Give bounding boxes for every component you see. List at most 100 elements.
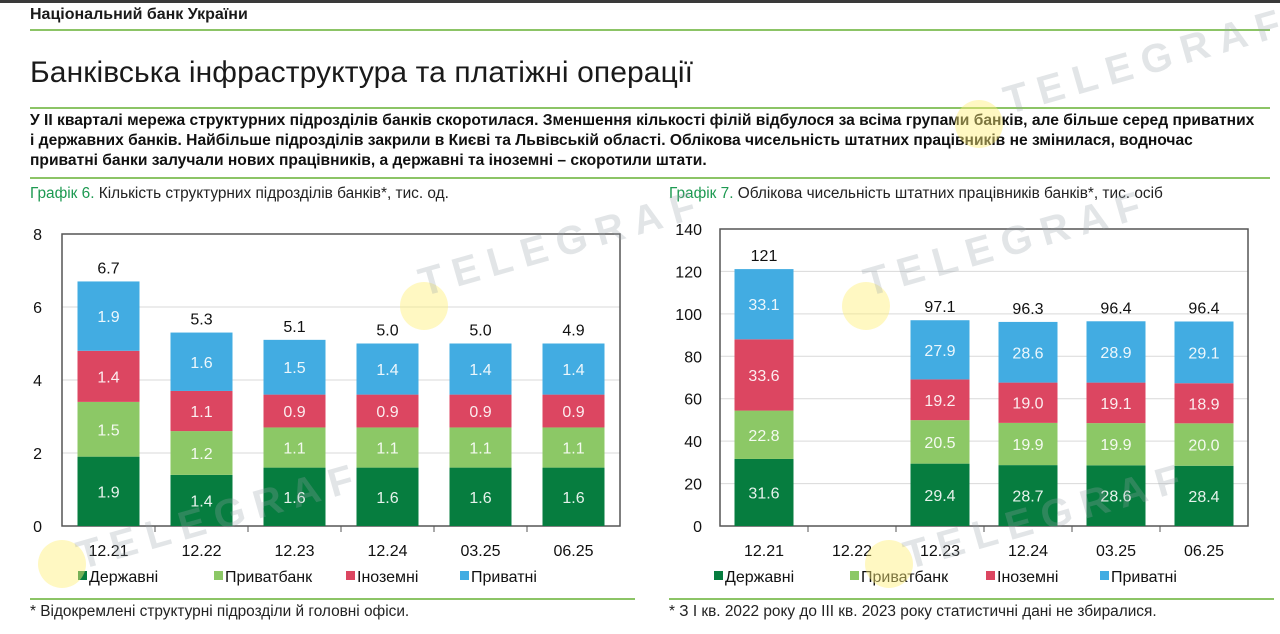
bar-segment [910, 420, 970, 464]
bar-value-label: 29.4 [924, 488, 955, 505]
legend-swatch [850, 571, 859, 580]
bar-segment [1086, 465, 1146, 526]
x-tick-label: 12.24 [367, 543, 407, 560]
bar-segment [77, 350, 140, 402]
x-tick-label: 03.25 [460, 543, 500, 560]
bar-segment [170, 390, 233, 432]
x-tick-label: 12.22 [181, 543, 221, 560]
bar-value-label: 1.1 [190, 404, 212, 421]
bar-total-label: 5.1 [283, 319, 305, 336]
y-tick-label: 100 [675, 307, 702, 324]
bar-value-label: 1.4 [562, 362, 584, 379]
legend-swatch [986, 571, 995, 580]
bar-segment [170, 332, 233, 391]
bar-total-label: 4.9 [562, 323, 584, 340]
bar-value-label: 1.1 [283, 441, 305, 458]
bar-value-label: 19.1 [1100, 396, 1131, 413]
bar-total-label: 96.4 [1188, 300, 1219, 317]
lead-paragraph: У II кварталі мережа структурних підрозд… [30, 112, 1255, 169]
bar-segment [542, 343, 605, 395]
y-tick-label: 6 [33, 300, 42, 317]
bar-value-label: 1.9 [97, 484, 119, 501]
bar-value-label: 1.6 [190, 355, 212, 372]
bar-segment [77, 281, 140, 351]
bar-segment [910, 463, 970, 526]
bar-total-label: 96.4 [1100, 300, 1131, 317]
bar-value-label: 0.9 [562, 404, 584, 421]
bar-value-label: 18.9 [1188, 396, 1219, 413]
legend-swatch [214, 571, 223, 580]
bar-segment [1174, 465, 1234, 526]
legend-label: Іноземні [997, 569, 1058, 586]
legend-label: Приватні [471, 569, 537, 586]
bar-segment [910, 320, 970, 380]
bar-value-label: 1.1 [562, 441, 584, 458]
bar-value-label: 19.9 [1012, 437, 1043, 454]
bar-segment [998, 321, 1058, 383]
bar-segment [734, 458, 794, 526]
bar-total-label: 5.3 [190, 312, 212, 329]
bar-total-label: 96.3 [1012, 301, 1043, 318]
y-tick-label: 80 [684, 349, 702, 366]
bar-segment [449, 427, 512, 468]
chart7-title: Облікова чисельність штатних працівників… [737, 185, 1163, 202]
bar-segment [170, 431, 233, 475]
x-tick-label: 06.25 [553, 543, 593, 560]
bar-value-label: 1.1 [469, 441, 491, 458]
chart6-footnote-rule [30, 598, 635, 600]
bar-value-label: 1.4 [376, 362, 398, 379]
header-rule [30, 29, 1270, 31]
bar-value-label: 1.6 [376, 490, 398, 507]
x-tick-label: 12.21 [744, 543, 784, 560]
y-tick-label: 4 [33, 373, 42, 390]
bar-segment [998, 422, 1058, 466]
x-tick-label: 12.24 [1008, 543, 1048, 560]
bar-segment [998, 382, 1058, 423]
bar-value-label: 28.9 [1100, 345, 1131, 362]
bar-value-label: 22.8 [748, 428, 779, 445]
bar-segment [1086, 423, 1146, 466]
legend-label: Приватбанк [861, 569, 949, 586]
top-border [0, 0, 1280, 3]
y-tick-label: 40 [684, 434, 702, 451]
y-tick-label: 2 [33, 446, 42, 463]
x-tick-label: 12.23 [274, 543, 314, 560]
legend-label: Державні [89, 569, 158, 586]
bar-value-label: 19.0 [1012, 396, 1043, 413]
bar-segment [542, 394, 605, 428]
chart7-caption: Графік 7. Облікова чисельність штатних п… [669, 185, 1163, 203]
chart6-svg: 0 2 4 6 8 12.21 1.9 1.5 1.4 1.9 6.7 12.22 1.4 1.2 1.1 1… [33, 227, 621, 586]
bar-value-label: 1.6 [283, 490, 305, 507]
bar-value-label: 1.6 [469, 490, 491, 507]
y-tick-label: 140 [675, 222, 702, 239]
bar-value-label: 33.6 [748, 368, 779, 385]
chart7-footnote-rule [669, 598, 1274, 600]
bar-segment [263, 394, 326, 428]
chart7-svg: 0 20 40 60 80 100 120 140 12.21 31.6 22.8 33.6 33.1 1… [675, 222, 1249, 586]
bar-value-label: 27.9 [924, 343, 955, 360]
bar-segment [542, 467, 605, 526]
bar-value-label: 1.4 [97, 369, 119, 386]
legend-swatch [460, 571, 469, 580]
legend-label: Приватні [1111, 569, 1177, 586]
bar-segment [356, 343, 419, 395]
bar-value-label: 28.7 [1012, 489, 1043, 506]
bar-segment [734, 339, 794, 411]
bar-value-label: 28.4 [1188, 489, 1219, 506]
bar-segment [170, 474, 233, 526]
bar-value-label: 20.0 [1188, 438, 1219, 455]
x-tick-label: 03.25 [1096, 543, 1136, 560]
bar-value-label: 28.6 [1100, 489, 1131, 506]
bar-total-label: 5.0 [376, 323, 398, 340]
chart7-number: Графік 7. [669, 185, 734, 202]
watermark-text: TELEGRAF [998, 0, 1280, 124]
bar-total-label: 5.0 [469, 323, 491, 340]
bar-total-label: 97.1 [924, 299, 955, 316]
y-tick-label: 120 [675, 264, 702, 281]
bar-segment [1174, 383, 1234, 424]
bar-value-label: 31.6 [748, 485, 779, 502]
plot-frame [719, 228, 1249, 527]
bar-value-label: 29.1 [1188, 345, 1219, 362]
bar-segment [356, 427, 419, 468]
chart6-number: Графік 6. [30, 185, 95, 202]
